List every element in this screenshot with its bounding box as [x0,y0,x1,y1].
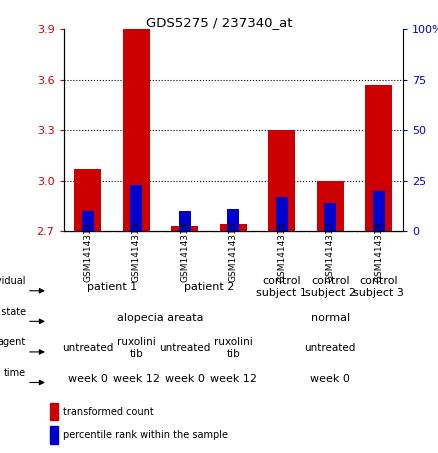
Text: percentile rank within the sample: percentile rank within the sample [64,430,228,440]
Text: GSM1414314: GSM1414314 [180,221,189,282]
Bar [74,169,101,231]
Bar [373,191,385,231]
Text: GSM1414317: GSM1414317 [326,221,335,282]
Bar [179,211,191,231]
Text: week 0: week 0 [68,374,108,384]
Bar [220,224,247,231]
Text: week 12: week 12 [210,374,257,384]
Text: disease state: disease state [0,307,26,317]
Text: patient 2: patient 2 [184,282,234,292]
Bar [268,130,295,231]
Text: untreated: untreated [159,343,210,353]
Bar [123,29,150,231]
Bar [171,226,198,231]
Text: GDS5275 / 237340_at: GDS5275 / 237340_at [146,16,292,29]
Bar [317,181,343,231]
Text: week 0: week 0 [310,374,350,384]
Text: untreated: untreated [62,343,113,353]
Text: time: time [4,368,26,378]
Text: ruxolini
tib: ruxolini tib [117,337,155,359]
Text: GSM1414315: GSM1414315 [229,221,238,282]
Text: transformed count: transformed count [64,407,154,417]
Text: GSM1414312: GSM1414312 [83,221,92,282]
Bar [227,209,239,231]
Text: GSM1414318: GSM1414318 [374,221,383,282]
Text: week 0: week 0 [165,374,205,384]
Bar [324,203,336,231]
Bar [276,197,288,231]
Text: agent: agent [0,337,26,347]
Text: normal: normal [311,313,350,323]
Bar [365,85,392,231]
Text: control
subject 2: control subject 2 [305,276,356,298]
Text: alopecia areata: alopecia areata [117,313,204,323]
Text: patient 1: patient 1 [87,282,137,292]
Bar [82,211,94,231]
Text: control
subject 1: control subject 1 [256,276,307,298]
Bar [50,426,58,443]
Text: week 12: week 12 [113,374,160,384]
Text: ruxolini
tib: ruxolini tib [214,337,253,359]
Text: individual: individual [0,276,26,286]
Text: GSM1414316: GSM1414316 [277,221,286,282]
Bar [130,185,142,231]
Text: GSM1414313: GSM1414313 [132,221,141,282]
Text: untreated: untreated [304,343,356,353]
Text: control
subject 3: control subject 3 [353,276,404,298]
Bar [50,403,58,420]
